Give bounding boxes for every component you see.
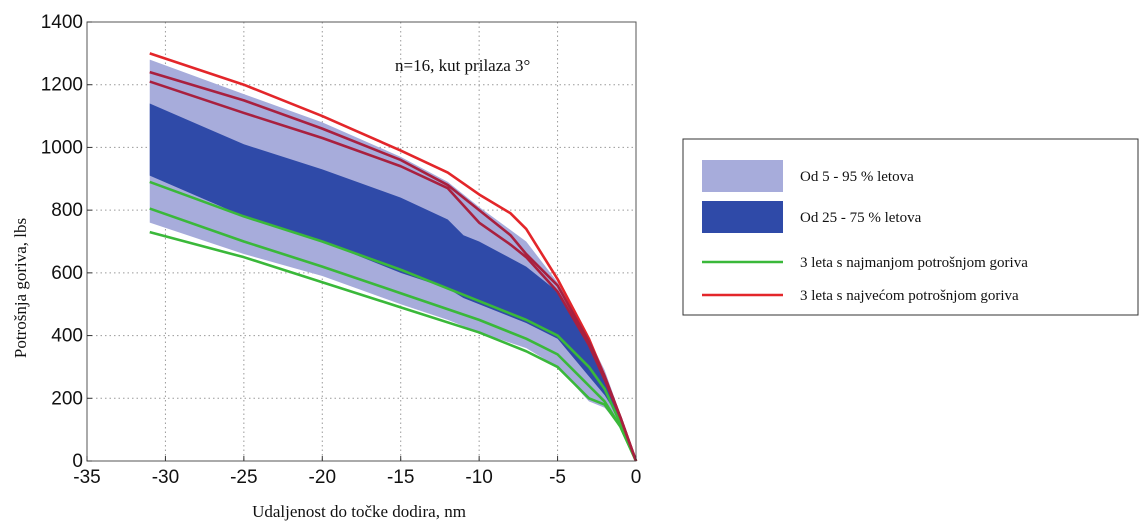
flight-lines	[149, 52, 638, 462]
y-tick-label: 1200	[41, 75, 83, 96]
legend-swatch-band	[702, 201, 783, 233]
y-tick-label: 1400	[41, 12, 83, 33]
legend-label: 3 leta s najvećom potrošnjom goriva	[800, 288, 1019, 304]
legend-label: Od 25 - 75 % letova	[800, 210, 922, 226]
tick-labels: -35 -30 -25 -20 -15 -10 -5 0 0 200 400 600 800 1000 12…	[41, 12, 642, 488]
x-axis-title: Udaljenost do točke dodira, nm	[252, 502, 466, 521]
x-tick-label: -30	[152, 467, 179, 488]
highest-fuel-flight-line-3	[149, 80, 638, 462]
y-tick-label: 400	[51, 326, 83, 347]
x-tick-label: -10	[465, 467, 492, 488]
x-tick-label: -25	[230, 467, 257, 488]
y-tick-label: 600	[51, 263, 83, 284]
x-tick-label: -20	[309, 467, 336, 488]
y-tick-label: 1000	[41, 137, 83, 158]
lowest-fuel-flight-line-3	[149, 230, 638, 462]
x-tick-label: -5	[549, 467, 566, 488]
lowest-fuel-flight-line-1	[149, 180, 638, 462]
percentile-bands	[149, 59, 636, 462]
y-tick-label: 800	[51, 200, 83, 221]
y-tick-label: 0	[72, 451, 83, 472]
band-25-75-percent	[149, 103, 636, 462]
x-tick-label: -35	[73, 467, 100, 488]
legend: Od 5 - 95 % letova Od 25 - 75 % letova 3 l…	[682, 138, 1139, 316]
y-tick-label: 200	[51, 388, 83, 409]
y-axis-title: Potrošnja goriva, lbs	[11, 218, 30, 358]
x-tick-label: 0	[631, 467, 642, 488]
legend-label: Od 5 - 95 % letova	[800, 169, 914, 185]
legend-swatch-band	[702, 160, 783, 192]
plot-frame	[86, 21, 637, 462]
chart-annotation: n=16, kut prilaza 3°	[395, 56, 530, 75]
x-tick-label: -15	[387, 467, 414, 488]
legend-label: 3 leta s najmanjom potrošnjom goriva	[800, 255, 1028, 271]
